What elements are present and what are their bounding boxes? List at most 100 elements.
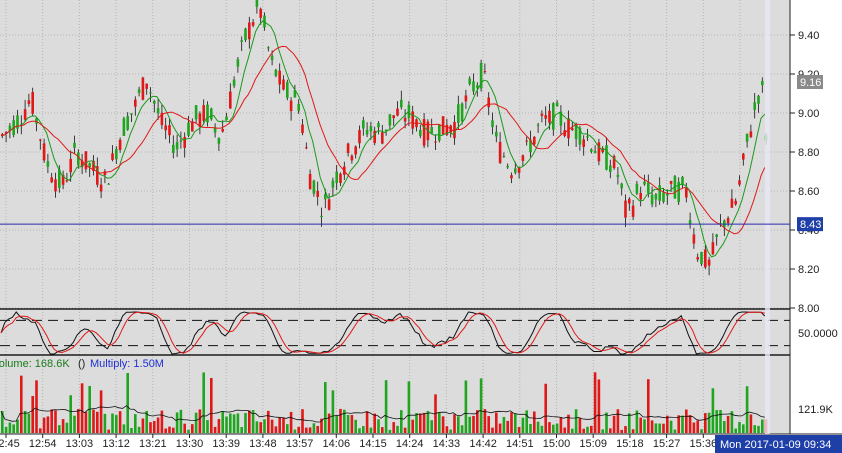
candle-body [514,168,517,173]
volume-bar [229,413,232,433]
candle-body [297,103,300,111]
volume-bar [111,413,114,433]
volume-bar [358,428,361,433]
candle-body [308,174,312,190]
candle-body [324,194,327,200]
candle-body [601,148,604,153]
volume-bar [692,422,696,433]
volume-bar [301,409,304,433]
candle-body [255,0,259,7]
candle-body [742,153,745,160]
candle-body [476,85,479,88]
candlesticks [1,0,768,276]
candle-body [305,147,308,149]
volume-bar [517,427,521,433]
candle-body [240,40,243,42]
volume-bar [270,419,274,433]
candle-body [210,108,213,120]
ma-fast-line [0,19,766,258]
candle-body [529,139,532,153]
candle-body [491,120,494,128]
volume-bar [297,426,300,433]
volume-bar [23,410,27,433]
candle-body [80,160,84,167]
volume-bar [99,390,103,433]
volume-bar [80,383,84,433]
candle-body [1,134,4,136]
candle-body [8,125,12,131]
volume-bar [156,417,160,433]
candle-body [27,100,31,104]
volume-bar [464,380,468,433]
time-tick-label: 15:27 [653,438,681,450]
volume-bar [593,372,597,433]
volume-bar [734,428,737,433]
candle-body [202,105,205,121]
volume-bar [658,423,661,433]
volume-bar [160,410,164,433]
candle-body [715,234,718,237]
candle-body [107,183,110,185]
candle-body [628,198,631,204]
candle-body [377,123,380,128]
volume-bar [331,390,335,433]
candle-body [506,165,509,168]
candle-body [662,192,665,202]
volume-bar [153,421,156,433]
candle-body [643,181,646,185]
candle-body [335,171,338,184]
candle-body [126,116,129,130]
volume-bar [616,409,620,433]
time-tick-label: 12:45 [0,438,20,450]
price-tick-label: 9.40 [798,30,819,42]
volume-bar [563,427,566,433]
volume-bar [495,412,498,433]
volume-bar [521,417,525,433]
candle-body [141,77,145,100]
volume-bar [107,429,110,433]
candle-body [574,123,578,140]
candle-body [58,169,61,188]
candle-body [99,184,103,192]
candle-body [46,161,50,167]
candle-body [187,122,190,136]
volume-bar [320,418,323,433]
candle-body [400,99,403,108]
multiply-paren-icon: () [78,358,85,370]
volume-bar [430,420,433,433]
candle-body [175,141,179,150]
volume-bar [479,378,483,433]
volume-bar [369,427,373,433]
volume-bar [92,409,95,433]
candle-body [278,70,281,85]
candle-body [434,141,437,143]
candle-body [88,163,91,168]
volume-bar [403,427,407,433]
candle-body [631,205,635,217]
time-tick-label: 13:21 [139,438,167,450]
candle-body [221,129,224,132]
candle-body [559,111,563,126]
candle-body [597,142,601,162]
volume-bar [685,409,688,433]
candle-body [54,179,57,192]
volume-bar [12,424,15,433]
volume-bar [248,410,251,433]
volume-bar [305,427,308,433]
time-tick-label: 15:00 [543,438,571,450]
volume-bar [377,419,380,433]
time-tick-label: 14:51 [506,438,534,450]
volume-bar [126,373,129,433]
volume-bar [445,426,449,433]
candle-body [533,136,536,145]
candle-body [270,55,274,61]
volume-bar [289,411,293,433]
volume-bar [225,416,228,433]
candle-body [457,104,460,123]
candle-body [312,180,316,194]
volume-bar [54,410,57,433]
volume-bar [707,412,711,433]
volume-bar [46,416,50,433]
candle-body [248,22,251,40]
